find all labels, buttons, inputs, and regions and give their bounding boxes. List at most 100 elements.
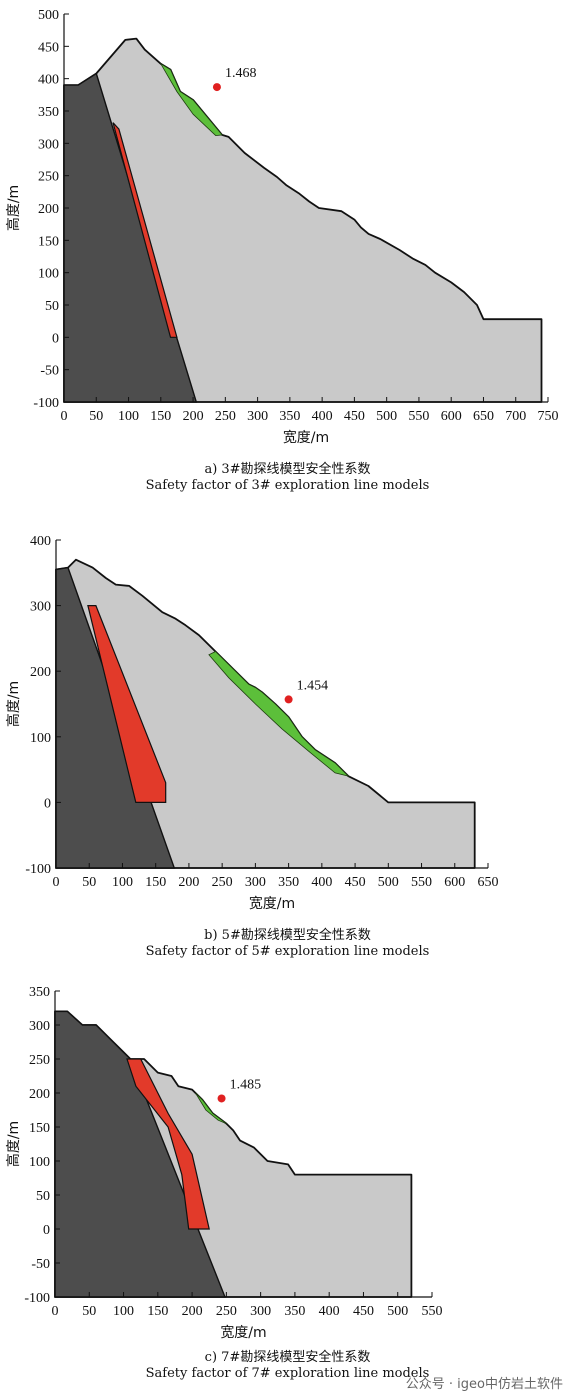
- y-tick-label: 200: [29, 1087, 50, 1102]
- y-tick-label: -50: [40, 364, 59, 379]
- x-tick-label: 250: [212, 875, 233, 890]
- x-tick-label: 600: [441, 409, 462, 424]
- safety-factor-label: 1.468: [225, 66, 257, 81]
- caption-5-exploration-line: b) 5#勘探线模型安全性系数 Safety factor of 5# expl…: [0, 928, 575, 960]
- y-tick-label: 150: [38, 234, 59, 249]
- x-axis-title: 宽度/m: [283, 429, 329, 446]
- x-tick-label: 0: [61, 409, 68, 424]
- y-tick-label: 0: [43, 1223, 50, 1238]
- watermark: 公众号 · igeo中仿岩土软件: [405, 1377, 563, 1392]
- y-tick-label: 0: [52, 331, 59, 346]
- sliding-mass: [159, 62, 223, 137]
- y-tick-label: 0: [44, 796, 51, 811]
- x-tick-label: 50: [82, 1304, 96, 1319]
- x-tick-label: 100: [113, 1304, 134, 1319]
- caption-7-exploration-line: c) 7#勘探线模型安全性系数 Safety factor of 7# expl…: [0, 1350, 575, 1382]
- chart-7-exploration-line: -100 -50 0 50 100 150 200 250 300 350 0 50 100 150 200…: [5, 985, 443, 1341]
- caption-cn: a) 3#勘探线模型安全性系数: [204, 462, 371, 477]
- sliding-mass: [208, 651, 350, 777]
- y-tick-label: 250: [29, 1053, 50, 1068]
- x-tick-label: 400: [319, 1304, 340, 1319]
- y-axis-title: 高度/m: [5, 681, 22, 727]
- y-tick-label: 400: [38, 73, 59, 88]
- x-tick-label: 500: [376, 409, 397, 424]
- y-tick-label: 100: [30, 731, 51, 746]
- x-tick-label: 500: [387, 1304, 408, 1319]
- y-tick-label: -50: [31, 1257, 50, 1272]
- x-tick-label: 400: [311, 875, 332, 890]
- caption-en: Safety factor of 5# exploration line mod…: [145, 944, 430, 959]
- x-tick-label: 350: [284, 1304, 305, 1319]
- x-tick-label: 750: [538, 409, 559, 424]
- y-axis-title: 高度/m: [5, 1121, 22, 1167]
- x-tick-label: 300: [247, 409, 268, 424]
- x-tick-label: 0: [53, 875, 60, 890]
- slip-center-point: [212, 83, 221, 92]
- x-tick-label: 50: [89, 409, 103, 424]
- caption-en: Safety factor of 7# exploration line mod…: [145, 1366, 430, 1381]
- x-tick-label: 0: [52, 1304, 59, 1319]
- x-tick-label: 500: [378, 875, 399, 890]
- x-tick-label: 550: [411, 875, 432, 890]
- weak-zone: [126, 1058, 210, 1230]
- y-tick-label: 50: [45, 299, 59, 314]
- y-tick-label: 300: [38, 137, 59, 152]
- x-tick-label: 300: [245, 875, 266, 890]
- y-tick-label: 100: [38, 267, 59, 282]
- y-tick-label: 250: [38, 170, 59, 185]
- caption-cn: b) 5#勘探线模型安全性系数: [204, 928, 371, 943]
- x-tick-label: 450: [353, 1304, 374, 1319]
- x-tick-label: 150: [145, 875, 166, 890]
- weak-zone: [87, 604, 167, 803]
- x-tick-label: 700: [505, 409, 526, 424]
- y-tick-label: -100: [33, 396, 59, 411]
- y-tick-label: 500: [38, 8, 59, 23]
- x-tick-label: 100: [112, 875, 133, 890]
- x-tick-label: 350: [278, 875, 299, 890]
- slip-center-point: [284, 695, 293, 704]
- x-tick-label: 650: [473, 409, 494, 424]
- x-axis-title: 宽度/m: [220, 1324, 266, 1341]
- x-tick-label: 300: [250, 1304, 271, 1319]
- x-tick-label: 400: [312, 409, 333, 424]
- x-tick-label: 650: [478, 875, 499, 890]
- x-tick-label: 200: [182, 1304, 203, 1319]
- safety-factor-label: 1.485: [230, 1077, 262, 1092]
- x-tick-label: 150: [150, 409, 171, 424]
- caption-en: Safety factor of 3# exploration line mod…: [145, 478, 430, 493]
- y-tick-label: 200: [30, 665, 51, 680]
- safety-factor-label: 1.454: [297, 678, 329, 693]
- weak-zone: [112, 122, 178, 338]
- x-axis-title: 宽度/m: [249, 895, 295, 912]
- y-tick-label: 150: [29, 1121, 50, 1136]
- slip-center-point: [217, 1094, 226, 1103]
- x-tick-label: 600: [444, 875, 465, 890]
- y-axis-title: 高度/m: [5, 185, 22, 231]
- y-tick-label: 350: [29, 985, 50, 1000]
- x-tick-label: 550: [408, 409, 429, 424]
- y-tick-label: -100: [24, 1291, 50, 1306]
- sliding-mass: [195, 1092, 227, 1124]
- x-tick-label: 350: [279, 409, 300, 424]
- y-tick-label: 50: [36, 1189, 50, 1204]
- x-tick-label: 450: [344, 409, 365, 424]
- y-tick-label: 450: [38, 40, 59, 55]
- x-tick-label: 100: [118, 409, 139, 424]
- y-tick-label: 350: [38, 105, 59, 120]
- x-tick-label: 150: [147, 1304, 168, 1319]
- caption-cn: c) 7#勘探线模型安全性系数: [204, 1350, 371, 1365]
- chart-3-exploration-line: -100 -50 0 50 100 150 200 250 300 350 400 450 500 0 50…: [5, 8, 559, 446]
- y-tick-label: 100: [29, 1155, 50, 1170]
- y-tick-label: -100: [25, 862, 51, 877]
- y-tick-label: 300: [30, 600, 51, 615]
- y-tick-label: 300: [29, 1019, 50, 1034]
- x-tick-label: 550: [422, 1304, 443, 1319]
- caption-3-exploration-line: a) 3#勘探线模型安全性系数 Safety factor of 3# expl…: [0, 462, 575, 494]
- x-tick-label: 450: [345, 875, 366, 890]
- x-tick-label: 250: [216, 1304, 237, 1319]
- y-tick-label: 200: [38, 202, 59, 217]
- x-tick-label: 200: [183, 409, 204, 424]
- x-tick-label: 200: [178, 875, 199, 890]
- x-tick-label: 250: [215, 409, 236, 424]
